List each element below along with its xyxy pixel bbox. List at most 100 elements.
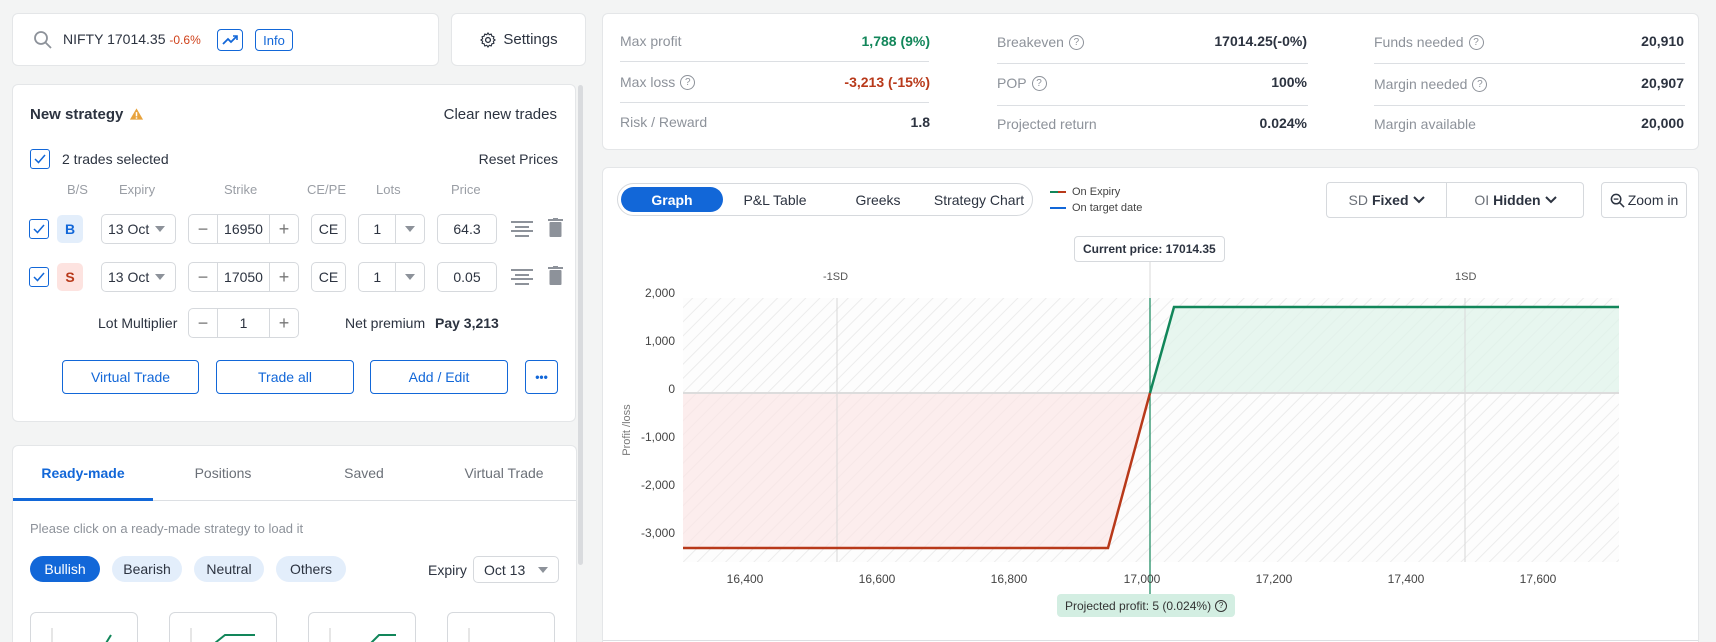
margin-needed-value: 20,907 [1641, 75, 1684, 91]
trades-selected-label: 2 trades selected [62, 151, 169, 167]
net-premium-value: Pay 3,213 [435, 315, 499, 331]
plus-icon[interactable]: + [278, 312, 290, 333]
search-icon [34, 31, 52, 49]
chevron-down-icon [405, 274, 416, 280]
y-axis-title: Profit /loss [621, 404, 633, 456]
strategy-thumbnail[interactable] [447, 612, 555, 642]
lot-multiplier-label: Lot Multiplier [98, 315, 178, 331]
settings-button[interactable]: Settings [451, 13, 586, 66]
help-icon[interactable]: ? [1468, 34, 1484, 50]
zoom-in-button[interactable]: Zoom in [1601, 182, 1687, 218]
trade-checkbox[interactable] [29, 267, 49, 287]
zoom-out-icon [1610, 193, 1625, 208]
legend-expiry-swatch [1050, 191, 1066, 193]
risk-reward-value: 1.8 [910, 114, 930, 130]
help-icon[interactable]: ? [1068, 34, 1084, 50]
help-icon[interactable]: ? [1472, 76, 1488, 92]
strike-stepper[interactable]: − 16950 + [188, 214, 299, 244]
sd-select[interactable]: SD Fixed [1327, 183, 1447, 217]
projected-return-value: 0.024% [1259, 115, 1307, 131]
trash-icon[interactable] [548, 218, 563, 237]
margin-available-label: Margin available [1374, 116, 1476, 132]
breakeven-value: 17014.25(-0%) [1214, 33, 1307, 49]
drag-handle-icon[interactable] [511, 220, 533, 237]
x-tick: 17,000 [1123, 572, 1161, 586]
x-tick: 17,600 [1519, 572, 1557, 586]
tab-virtual-trade[interactable]: Virtual Trade [464, 465, 544, 481]
filter-bullish[interactable]: Bullish [30, 556, 100, 582]
trash-icon[interactable] [548, 266, 563, 285]
select-all-checkbox[interactable] [30, 149, 50, 169]
plus-icon[interactable]: + [278, 266, 290, 287]
max-profit-label: Max profit [620, 33, 682, 49]
pop-value: 100% [1271, 74, 1307, 90]
help-icon[interactable]: ? [1215, 599, 1228, 612]
plus-icon[interactable]: + [278, 218, 290, 239]
tab-saved[interactable]: Saved [344, 465, 384, 481]
chevron-down-icon [155, 226, 165, 232]
chevron-down-icon [538, 566, 548, 573]
virtual-trade-button[interactable]: Virtual Trade [62, 360, 199, 394]
strategy-title: New strategy [30, 106, 124, 123]
search-bar[interactable]: NIFTY 17014.35 -0.6% Info [12, 13, 439, 66]
settings-label: Settings [503, 31, 558, 48]
minus-icon[interactable]: − [197, 218, 209, 239]
option-type-toggle[interactable]: CE [311, 262, 346, 292]
warning-icon [129, 108, 144, 120]
tab-greeks[interactable]: Greeks [855, 191, 901, 208]
tab-ready-made[interactable]: Ready-made [41, 465, 125, 481]
help-icon[interactable]: ? [1031, 75, 1047, 91]
lots-select[interactable]: 1 [358, 262, 425, 292]
reset-prices-link[interactable]: Reset Prices [478, 151, 558, 167]
filter-bearish[interactable]: Bearish [112, 556, 182, 582]
expiry-select[interactable]: 13 Oct [101, 262, 176, 292]
trade-all-button[interactable]: Trade all [216, 360, 354, 394]
chevron-down-icon [155, 274, 165, 280]
lots-select[interactable]: 1 [358, 214, 425, 244]
price-input[interactable]: 64.3 [437, 214, 497, 244]
clear-new-trades-link[interactable]: Clear new trades [443, 106, 557, 123]
tab-strategy-chart[interactable]: Strategy Chart [933, 191, 1025, 208]
chart-button[interactable] [217, 29, 243, 51]
buy-sell-toggle[interactable]: B [57, 215, 83, 243]
strike-stepper[interactable]: − 17050 + [188, 262, 299, 292]
strategy-thumbnail[interactable] [169, 612, 277, 642]
minus-icon[interactable]: − [197, 312, 209, 333]
sd-oi-group [1326, 182, 1584, 218]
expiry-select[interactable]: 13 Oct [101, 214, 176, 244]
filter-others[interactable]: Others [276, 556, 346, 582]
pop-label: POP? [997, 75, 1047, 91]
y-tick: 2,000 [644, 286, 675, 300]
breakeven-label: Breakeven? [997, 34, 1084, 50]
col-cepe: CE/PE [307, 182, 347, 197]
tab-graph[interactable]: Graph [621, 187, 723, 212]
help-icon[interactable]: ? [680, 74, 696, 90]
trending-up-icon [222, 35, 238, 45]
check-icon [34, 154, 46, 164]
tab-positions[interactable]: Positions [194, 465, 252, 481]
graph-tabs [617, 183, 1033, 216]
info-button[interactable]: Info [255, 29, 293, 51]
expiry-filter-select[interactable]: Oct 13 [473, 556, 559, 583]
add-edit-button[interactable]: Add / Edit [370, 360, 508, 394]
x-tick: 17,200 [1255, 572, 1293, 586]
buy-sell-toggle[interactable]: S [57, 263, 83, 291]
drag-handle-icon[interactable] [511, 268, 533, 285]
filter-neutral[interactable]: Neutral [194, 556, 264, 582]
strategy-thumbnail[interactable] [308, 612, 416, 642]
minus-icon[interactable]: − [197, 266, 209, 287]
option-type-toggle[interactable]: CE [311, 214, 346, 244]
payoff-mini-icon [190, 628, 255, 642]
tab-pl-table[interactable]: P&L Table [743, 191, 807, 208]
trade-checkbox[interactable] [29, 219, 49, 239]
price-input[interactable]: 0.05 [437, 262, 497, 292]
more-options-button[interactable]: ••• [525, 360, 558, 394]
oi-select[interactable]: OI Hidden [1448, 183, 1583, 217]
symbol-name: NIFTY [63, 31, 104, 47]
x-tick: 16,400 [726, 572, 764, 586]
left-panel-scrollbar[interactable] [578, 85, 583, 565]
lot-multiplier-stepper[interactable]: − 1 + [188, 308, 299, 338]
y-tick: -3,000 [640, 526, 675, 540]
y-tick: -2,000 [640, 478, 675, 492]
